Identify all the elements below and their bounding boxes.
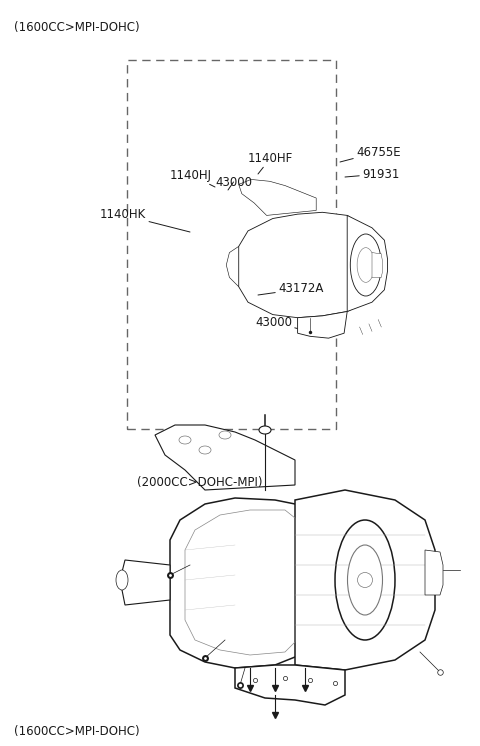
Ellipse shape [348, 545, 383, 615]
Ellipse shape [116, 570, 128, 590]
Ellipse shape [335, 520, 395, 640]
Text: 1140HF: 1140HF [248, 151, 293, 174]
Polygon shape [295, 490, 435, 670]
Ellipse shape [219, 431, 231, 439]
Polygon shape [425, 550, 443, 595]
Polygon shape [298, 312, 347, 338]
Polygon shape [372, 253, 383, 278]
Text: (1600CC>MPI-DOHC): (1600CC>MPI-DOHC) [14, 725, 140, 738]
Polygon shape [170, 498, 300, 668]
Text: 43000: 43000 [215, 175, 252, 190]
Text: (2000CC>DOHC-MPI): (2000CC>DOHC-MPI) [137, 476, 262, 489]
Polygon shape [347, 216, 387, 312]
Polygon shape [239, 213, 372, 318]
Polygon shape [120, 560, 170, 605]
Polygon shape [155, 425, 295, 490]
Text: 46755E: 46755E [340, 145, 401, 162]
Text: 91931: 91931 [345, 168, 399, 181]
Ellipse shape [350, 234, 381, 296]
Polygon shape [239, 180, 316, 216]
Text: 43172A: 43172A [258, 283, 324, 295]
Text: 43000: 43000 [255, 316, 310, 332]
Polygon shape [226, 246, 239, 286]
Ellipse shape [179, 436, 191, 444]
Ellipse shape [358, 572, 372, 588]
Ellipse shape [259, 426, 271, 434]
Ellipse shape [357, 248, 374, 282]
Polygon shape [235, 665, 345, 705]
Ellipse shape [199, 446, 211, 454]
Text: 1140HK: 1140HK [100, 208, 190, 232]
Bar [127, 60, 336, 429]
Text: 1140HJ: 1140HJ [170, 169, 215, 187]
Text: (1600CC>MPI-DOHC): (1600CC>MPI-DOHC) [14, 21, 140, 34]
